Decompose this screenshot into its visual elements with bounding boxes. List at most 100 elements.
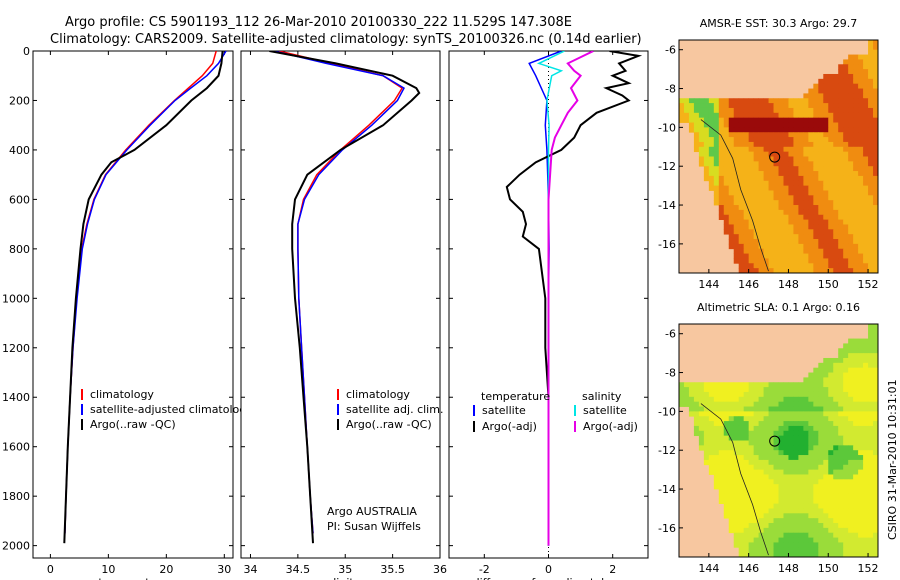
map-cell [793,107,799,114]
map-cell [833,377,839,383]
map-cell [873,367,878,373]
map-cell [793,185,799,191]
map-cell [723,459,730,466]
map-cell [828,122,834,128]
map-cell [808,156,814,162]
map-cell [793,474,799,480]
map-cell [723,137,730,143]
map-cell [803,219,809,225]
map-cell [873,137,878,143]
map-cell [828,137,834,143]
map-cell [798,243,804,250]
map-cell [793,156,799,162]
map-cell [868,190,874,196]
map-cell [803,229,809,235]
map-cell [868,141,874,148]
map-cell [858,401,864,407]
map-cell [863,98,869,104]
map-cell [803,493,809,500]
map-cell [873,455,878,461]
map-cell [738,103,745,109]
map-cell [843,209,849,216]
map-cell [828,88,834,94]
map-cell [713,171,720,177]
map-cell [853,248,859,254]
map-cell [853,219,859,225]
map-cell [753,391,760,398]
map-cell [718,107,725,114]
map-cell [748,224,755,230]
map-cell [728,411,735,417]
map-cell [703,175,710,182]
map-cell [773,440,779,446]
map-cell [773,112,779,119]
map-cell [813,137,819,143]
map-cell [868,333,874,339]
map-cell [808,243,814,250]
map-cell [803,239,809,245]
map-cell [698,161,705,167]
map-cell [708,425,715,432]
map-cell [708,469,715,475]
map-cell [823,83,829,89]
map-cell [843,532,849,538]
map-cell [793,391,799,398]
map-cell [738,450,745,456]
map-cell [858,93,864,99]
map-cell [808,190,814,196]
map-cell [738,151,745,157]
map-cell [873,421,878,427]
map-cell [863,445,869,451]
map-cell [733,513,740,519]
map-cell [848,406,854,412]
profile-panel-temperature-profile: 0 10 20 30020040060080010001200140016001800… [2,45,253,580]
map-cell [808,396,814,403]
map-cell [738,171,745,177]
map-cell [788,542,794,548]
map-cell [818,542,824,548]
map-cell [723,493,730,500]
map-cell [843,122,849,128]
map-contour [700,119,769,272]
map-cell [803,156,809,162]
map-cell [823,190,829,196]
map-cell [838,219,844,225]
map-cell [783,195,789,201]
map-cell [768,239,774,245]
map-cell [823,137,829,143]
map-cell [723,117,730,123]
y-tick-label: 400 [9,144,30,157]
map-cell [763,180,769,187]
map-cell [723,464,730,471]
map-cell [753,175,760,182]
map-cell [768,532,774,538]
map-cell [703,161,710,167]
map-cell [753,180,760,187]
map-cell [738,498,745,504]
map-cell [688,103,695,109]
map-cell [688,98,695,104]
map-cell [823,503,829,509]
map-cell [863,469,869,475]
map-cell [728,498,735,504]
map-cell [733,542,740,548]
map-cell [773,122,779,128]
map-cell [863,73,869,80]
map-cell [773,421,779,427]
map-cell [743,219,750,225]
map-cell [873,357,878,364]
map-cell [783,185,789,191]
map-cell [748,469,755,475]
map-cell [698,391,705,398]
map-cell [763,243,769,250]
map-cell [858,372,864,378]
map-cell [693,411,700,417]
map-cell [773,132,779,138]
map-cell [693,103,700,109]
map-cell [823,166,829,172]
map-cell [783,387,789,393]
map-cell [798,440,804,446]
map-cell [868,343,874,349]
map-cell [833,479,839,485]
